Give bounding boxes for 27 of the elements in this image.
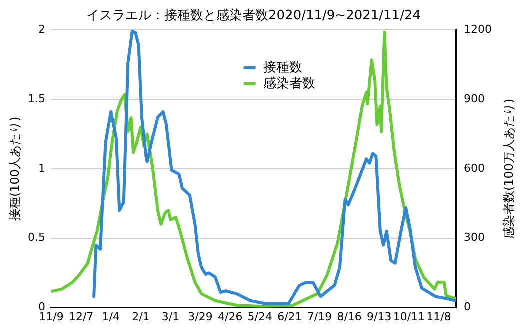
x-tick-label: 7/19	[307, 310, 332, 324]
y2-tick-label: 900	[464, 92, 486, 106]
x-tick-label: 11/8	[426, 310, 452, 324]
legend-label: 感染者数	[264, 76, 316, 92]
x-tick-label: 10/11	[393, 310, 426, 324]
legend-label: 接種数	[264, 60, 303, 76]
y2-tick-label: 300	[464, 231, 486, 244]
y2-tick-label: 1200	[464, 22, 492, 36]
y2-tick-label: 600	[464, 162, 486, 175]
x-tick-label: 3/1	[162, 310, 180, 324]
y-tick-label: 2	[38, 22, 46, 36]
x-tick-label: 1/4	[102, 310, 120, 324]
y-tick-label: 1.5	[28, 92, 46, 106]
x-tick-label: 8/16	[337, 310, 362, 324]
y-tick-label: 1	[38, 162, 46, 175]
x-tick-label: 6/21	[278, 310, 302, 324]
y-tick-label: 0.5	[28, 231, 46, 244]
x-tick-label: 9/13	[367, 310, 392, 324]
y2-axis-title: 感染者数(100万人あたり)	[502, 98, 516, 240]
y-axis-title: 接種(100人あたり)	[8, 116, 22, 222]
x-tick-label: 2/1	[132, 310, 150, 324]
x-tick-label: 3/29	[188, 310, 213, 324]
x-tick-label: 5/24	[248, 310, 272, 324]
chart-title: イスラエル：接種数と感染者数2020/11/9~2021/11/24	[86, 8, 421, 24]
x-tick-label: 4/26	[218, 310, 243, 324]
x-tick-label: 12/7	[68, 310, 94, 324]
y2-tick-label: 0	[464, 300, 472, 314]
